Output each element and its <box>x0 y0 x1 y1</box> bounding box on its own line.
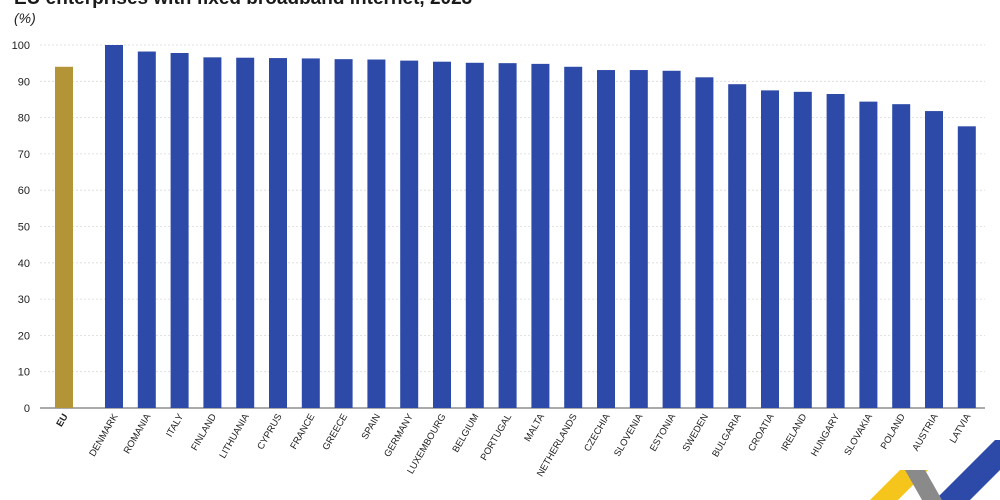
category-label: BULGARIA <box>710 411 744 459</box>
category-label: FINLAND <box>189 412 219 453</box>
bar-spain <box>367 59 386 409</box>
category-label: POLAND <box>879 412 908 451</box>
category-label: EU <box>54 412 70 429</box>
bar-bulgaria <box>728 84 747 408</box>
bar-finland <box>203 57 222 408</box>
category-label: HUNGARY <box>809 411 843 458</box>
bar-cyprus <box>269 58 287 409</box>
chart-title: EU enterprises with fixed broadband inte… <box>14 0 472 10</box>
bar-layer <box>55 45 976 409</box>
bar-estonia <box>662 70 681 408</box>
y-tick-label: 0 <box>24 403 30 415</box>
bar-slovakia <box>859 101 878 409</box>
bar-malta <box>531 63 550 408</box>
category-label: AUSTRIA <box>910 411 940 453</box>
bar-italy <box>170 52 189 409</box>
y-tick-label: 100 <box>12 40 30 52</box>
unit-label: (%) <box>14 10 36 26</box>
bar-romania <box>137 51 156 409</box>
bar-luxembourg <box>433 61 451 408</box>
bar-czechia <box>597 70 615 408</box>
bar-germany <box>400 60 419 408</box>
category-label: ROMANIA <box>122 411 154 455</box>
category-label: GERMANY <box>382 411 416 459</box>
y-tick-label: 60 <box>18 185 30 197</box>
y-tick-label: 90 <box>18 76 30 88</box>
category-label: SLOVENIA <box>612 411 646 458</box>
bar-croatia <box>761 90 779 408</box>
bar-belgium <box>465 62 484 409</box>
category-label: LATVIA <box>948 411 974 445</box>
bar-ireland <box>793 91 812 409</box>
bar-eu <box>55 66 73 408</box>
bar-hungary <box>826 94 845 408</box>
y-tick-label: 70 <box>18 149 30 161</box>
y-tick-label: 20 <box>18 330 30 342</box>
y-tick-label: 10 <box>18 367 30 379</box>
bar-portugal <box>498 63 517 409</box>
y-tick-label: 80 <box>18 113 30 125</box>
bar-austria <box>925 111 943 408</box>
bar-france <box>301 58 320 408</box>
bar-denmark <box>105 45 123 408</box>
category-label: MALTA <box>522 411 547 443</box>
category-label: DENMARK <box>87 411 121 458</box>
category-label: BELGIUM <box>450 412 481 455</box>
category-label: ITALY <box>164 411 186 439</box>
bar-poland <box>892 104 911 408</box>
category-label: ESTONIA <box>648 411 679 453</box>
category-label: GREECE <box>321 412 351 452</box>
category-label: PORTUGAL <box>479 412 515 463</box>
bar-slovenia <box>629 70 648 408</box>
category-label: CROATIA <box>746 411 777 453</box>
bar-latvia <box>957 126 976 408</box>
eurostat-logo-icon <box>870 440 1000 500</box>
category-label: SWEDEN <box>681 412 711 454</box>
bar-sweden <box>695 77 714 408</box>
y-tick-label: 40 <box>18 258 30 270</box>
category-label: CYPRUS <box>255 412 284 452</box>
bar-lithuania <box>236 57 255 409</box>
category-label: IRELAND <box>779 412 809 453</box>
y-tick-label: 30 <box>18 294 30 306</box>
bar-netherlands <box>564 66 583 408</box>
category-label: FRANCE <box>288 412 317 451</box>
bar-greece <box>334 59 353 408</box>
category-label: SPAIN <box>360 412 383 442</box>
category-label: SLOVAKIA <box>842 411 875 457</box>
y-tick-label: 50 <box>18 222 30 234</box>
category-label: CZECHIA <box>582 411 613 453</box>
category-label: LITHUANIA <box>217 411 252 460</box>
